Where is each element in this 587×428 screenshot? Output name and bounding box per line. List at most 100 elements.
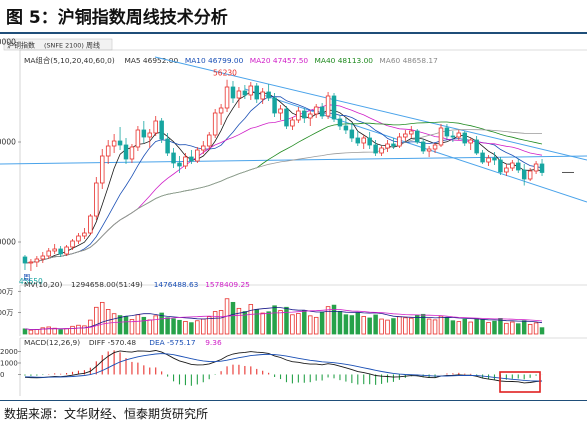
candle-body [337,118,343,127]
trend-upper-line [154,56,587,161]
title-rule [0,32,587,34]
volume-bar [516,323,521,335]
candle-body [34,258,40,263]
volume-bar [403,317,408,335]
macd-legend-2: DEA -575.17 [149,338,196,347]
volume-bar [22,328,28,335]
volume-bar [504,322,509,335]
candle-body [468,139,473,144]
candle-body [313,106,319,115]
candle-body [414,130,420,143]
candle-body [206,134,212,147]
price-tick-label-0: 60000 [0,38,16,47]
volume-bar [177,319,182,335]
volume-bar [319,311,325,335]
volume-bar [64,328,69,335]
macd-highlight-box [499,371,541,393]
volume-bar [260,312,265,335]
volume-bar [195,320,200,335]
macd-diff-line [24,350,543,384]
candle-body [272,97,277,114]
volume-bar [492,320,497,335]
ma60-line [24,129,543,264]
figure-title: 图 5：沪铜指数周线技术分析 [6,8,228,28]
volume-bar [218,310,224,335]
volume-bar [379,318,384,335]
candle-body [236,90,242,99]
volume-bar [527,323,533,335]
candle-body [278,108,283,114]
candle-body [147,132,153,138]
volume-bar [373,314,378,335]
candle-body [397,136,402,147]
candle-body [462,132,468,144]
volume-bar [325,306,331,335]
volume-bar [409,317,414,335]
candle-body [99,155,105,184]
candle-body [302,110,307,119]
volume-bar [129,319,135,335]
candle-body [177,162,182,167]
candle-body [355,137,361,144]
candle-body [123,144,129,160]
candle-body [391,143,396,147]
candle-body [254,85,259,100]
volume-bar [302,310,307,335]
volume-bar [450,320,456,335]
candle-body [70,240,75,248]
candle-body [201,145,206,151]
volume-bar [46,326,51,335]
candle-body [159,120,164,140]
candle-body [22,256,28,264]
volume-bar [349,315,355,335]
volume-bar [165,317,170,335]
volume-bar [105,309,111,335]
candle-body [379,147,384,154]
volume-bar [94,306,99,335]
candle-body [242,90,248,96]
ma-legend-4: MA40 48113.00 [315,56,374,65]
volume-bar [52,327,57,335]
candle-body [373,144,378,154]
candle-body [385,143,390,149]
volume-bar [153,315,158,335]
volume-bar [206,316,212,335]
volume-bar [521,320,527,335]
candle-body [521,169,527,180]
candle-body [361,137,366,144]
ma-legend-2: MA10 46799.00 [185,56,244,65]
candle-body [426,148,432,152]
tab-period: 周线 [86,41,100,50]
volume-ma20-line [24,309,543,330]
volume-bar [391,318,396,335]
candle-body [117,140,123,146]
tab-code: (SNFE 2100) [44,42,84,50]
volume-bar [70,325,75,335]
candle-body [498,159,503,173]
volume-bar [99,301,105,335]
candle-body [533,163,539,172]
volume-bar [284,306,289,335]
volume-bar [462,318,468,335]
volume-bar [254,309,259,335]
figure-source: 数据来源：文华财经、恒泰期货研究所 [4,407,209,421]
candle-body [290,119,295,127]
volume-bar [296,313,301,335]
volume-bar [361,316,366,335]
volume-bar [76,324,81,335]
volume-bar [236,307,242,335]
candle-body [76,235,81,242]
candle-body [165,138,170,154]
volume-tick-label-1: 200万 [0,309,13,317]
ma-legend-3: MA20 47457.50 [250,56,309,65]
candle-body [129,146,135,160]
volume-bar [468,321,473,335]
candle-body [46,250,51,257]
low-annotation: 45650 [19,277,43,286]
candle-body [195,149,200,162]
candle-body [480,152,485,163]
candle-body [224,86,230,109]
volume-bar [480,319,485,335]
volume-bar [355,312,361,335]
